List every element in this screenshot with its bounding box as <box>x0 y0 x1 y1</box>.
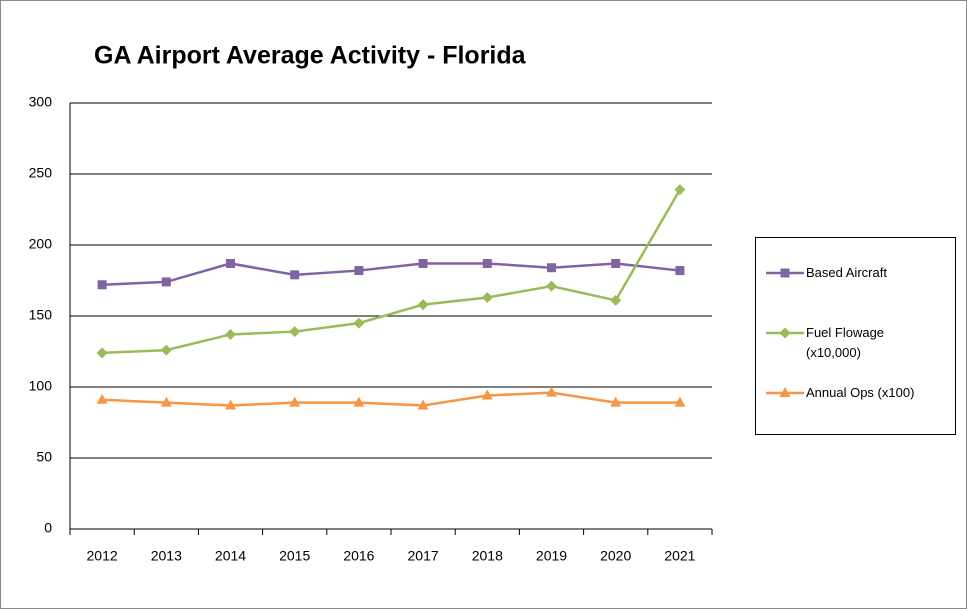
legend-label: Annual Ops (x100) <box>806 385 915 400</box>
marker <box>418 258 428 268</box>
x-tick-label: 2012 <box>87 548 118 564</box>
y-tick-label: 300 <box>29 94 53 110</box>
y-tick-label: 50 <box>36 449 52 465</box>
legend-swatch <box>766 327 804 339</box>
marker <box>675 266 685 276</box>
legend-swatch <box>766 268 804 278</box>
x-tick-label: 2013 <box>151 548 182 564</box>
marker <box>417 299 429 311</box>
series-line <box>102 262 681 287</box>
y-tick-label: 0 <box>44 520 52 536</box>
legend-label: Based Aircraft <box>806 265 887 280</box>
legend-item: Based Aircraft <box>764 265 954 283</box>
marker <box>353 317 365 329</box>
marker <box>97 280 107 290</box>
legend-item: Annual Ops (x100) <box>764 385 954 403</box>
marker <box>610 294 622 306</box>
marker <box>674 184 686 196</box>
x-tick-label: 2017 <box>408 548 439 564</box>
marker <box>481 292 493 304</box>
legend-label: Fuel Flowage (x10,000) <box>806 325 885 360</box>
x-tick-label: 2018 <box>472 548 503 564</box>
marker <box>611 258 621 268</box>
marker <box>290 270 300 280</box>
marker <box>481 389 493 400</box>
x-tick-label: 2019 <box>536 548 567 564</box>
marker <box>417 399 429 410</box>
marker <box>96 347 108 359</box>
series-line <box>102 188 681 355</box>
marker <box>353 396 365 407</box>
chart-title: GA Airport Average Activity - Florida <box>94 42 527 70</box>
marker <box>547 263 556 273</box>
legend-item: Fuel Flowage (x10,000) <box>764 325 954 363</box>
marker <box>289 326 301 338</box>
legend-swatch <box>766 387 804 397</box>
marker <box>546 386 557 397</box>
x-tick-label: 2015 <box>279 548 310 564</box>
marker <box>225 328 236 340</box>
marker <box>546 280 557 292</box>
legend: Based Aircraft Fuel Flowage (x10,000) Annu… <box>755 237 956 435</box>
marker <box>779 327 791 339</box>
series-line <box>102 391 680 407</box>
marker <box>225 399 236 410</box>
marker <box>674 396 686 407</box>
marker <box>289 396 301 407</box>
marker <box>779 387 791 397</box>
x-tick-label: 2021 <box>664 548 695 564</box>
marker <box>482 258 492 268</box>
y-tick-label: 250 <box>29 165 53 181</box>
marker <box>161 277 171 287</box>
y-tick-label: 150 <box>29 307 53 323</box>
y-tick-label: 100 <box>29 378 53 394</box>
marker <box>354 266 364 276</box>
marker <box>780 268 790 278</box>
x-tick-label: 2016 <box>343 548 374 564</box>
marker <box>96 393 108 404</box>
marker <box>160 344 172 356</box>
marker <box>226 258 235 268</box>
y-tick-label: 200 <box>29 236 53 252</box>
x-tick-label: 2020 <box>600 548 631 564</box>
marker <box>160 396 172 407</box>
marker <box>610 396 622 407</box>
x-tick-label: 2014 <box>215 548 246 564</box>
